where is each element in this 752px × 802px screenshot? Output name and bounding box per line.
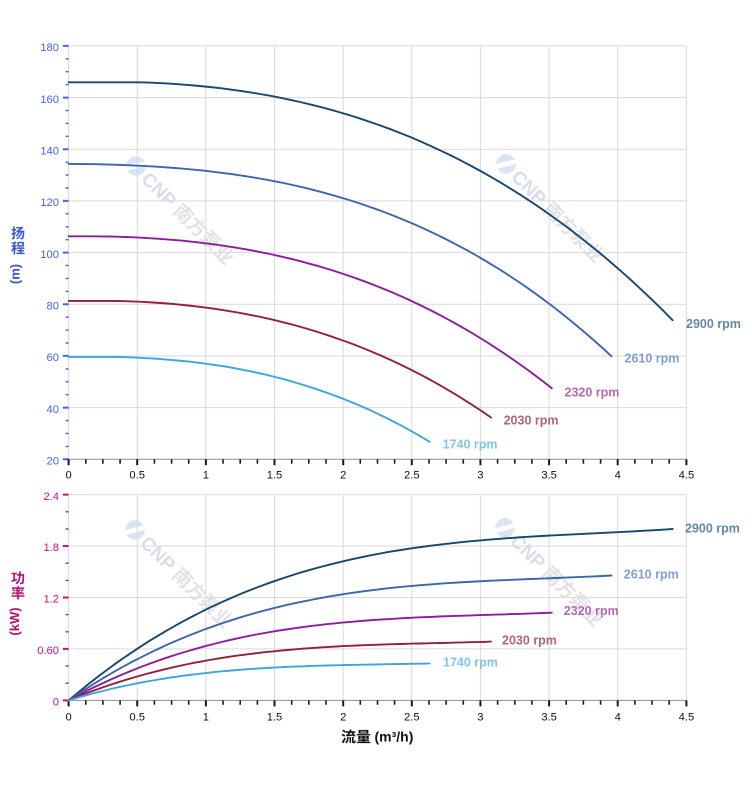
svg-text:40: 40 <box>47 404 59 416</box>
svg-text:2.5: 2.5 <box>404 712 420 724</box>
svg-text:20: 20 <box>47 456 59 468</box>
svg-text:140: 140 <box>40 145 59 157</box>
svg-text:1.8: 1.8 <box>43 542 59 554</box>
svg-text:2900 rpm: 2900 rpm <box>685 521 740 535</box>
svg-text:2320 rpm: 2320 rpm <box>564 604 619 618</box>
svg-text:1740 rpm: 1740 rpm <box>443 437 498 451</box>
svg-text:2.4: 2.4 <box>43 491 59 503</box>
svg-text:1: 1 <box>203 712 209 724</box>
svg-text:100: 100 <box>40 249 59 261</box>
svg-text:3.5: 3.5 <box>541 712 557 724</box>
svg-text:2610 rpm: 2610 rpm <box>624 568 679 582</box>
svg-text:0: 0 <box>65 470 71 482</box>
svg-text:0: 0 <box>53 697 59 709</box>
svg-text:160: 160 <box>40 94 59 106</box>
svg-text:2610 rpm: 2610 rpm <box>625 351 680 365</box>
svg-text:(m³/h): (m³/h) <box>375 729 414 745</box>
svg-text:2: 2 <box>340 712 346 724</box>
svg-text:80: 80 <box>47 301 59 313</box>
svg-text:2320 rpm: 2320 rpm <box>565 386 620 400</box>
svg-text:3.5: 3.5 <box>541 470 557 482</box>
svg-text:60: 60 <box>47 352 59 364</box>
svg-text:3: 3 <box>477 470 483 482</box>
svg-text:4.5: 4.5 <box>679 470 695 482</box>
svg-text:2030 rpm: 2030 rpm <box>504 414 559 428</box>
svg-text:0.5: 0.5 <box>129 470 145 482</box>
svg-text:1740 rpm: 1740 rpm <box>443 656 498 670</box>
svg-text:2900 rpm: 2900 rpm <box>686 317 741 331</box>
svg-text:2.5: 2.5 <box>404 470 420 482</box>
svg-text:2030 rpm: 2030 rpm <box>502 633 557 647</box>
svg-text:1.2: 1.2 <box>43 594 59 606</box>
svg-text:1: 1 <box>203 470 209 482</box>
svg-text:(kW): (kW) <box>7 607 22 635</box>
svg-text:4: 4 <box>615 712 621 724</box>
svg-text:0.5: 0.5 <box>129 712 145 724</box>
svg-text:180: 180 <box>40 42 59 54</box>
svg-text:3: 3 <box>477 712 483 724</box>
svg-text:4: 4 <box>615 470 621 482</box>
svg-text:2: 2 <box>340 470 346 482</box>
svg-text:(m): (m) <box>8 264 23 284</box>
svg-text:0: 0 <box>65 712 71 724</box>
svg-text:0.60: 0.60 <box>37 645 59 657</box>
svg-text:120: 120 <box>40 197 59 209</box>
svg-text:1.5: 1.5 <box>267 470 283 482</box>
svg-text:4.5: 4.5 <box>679 712 695 724</box>
svg-text:1.5: 1.5 <box>267 712 283 724</box>
